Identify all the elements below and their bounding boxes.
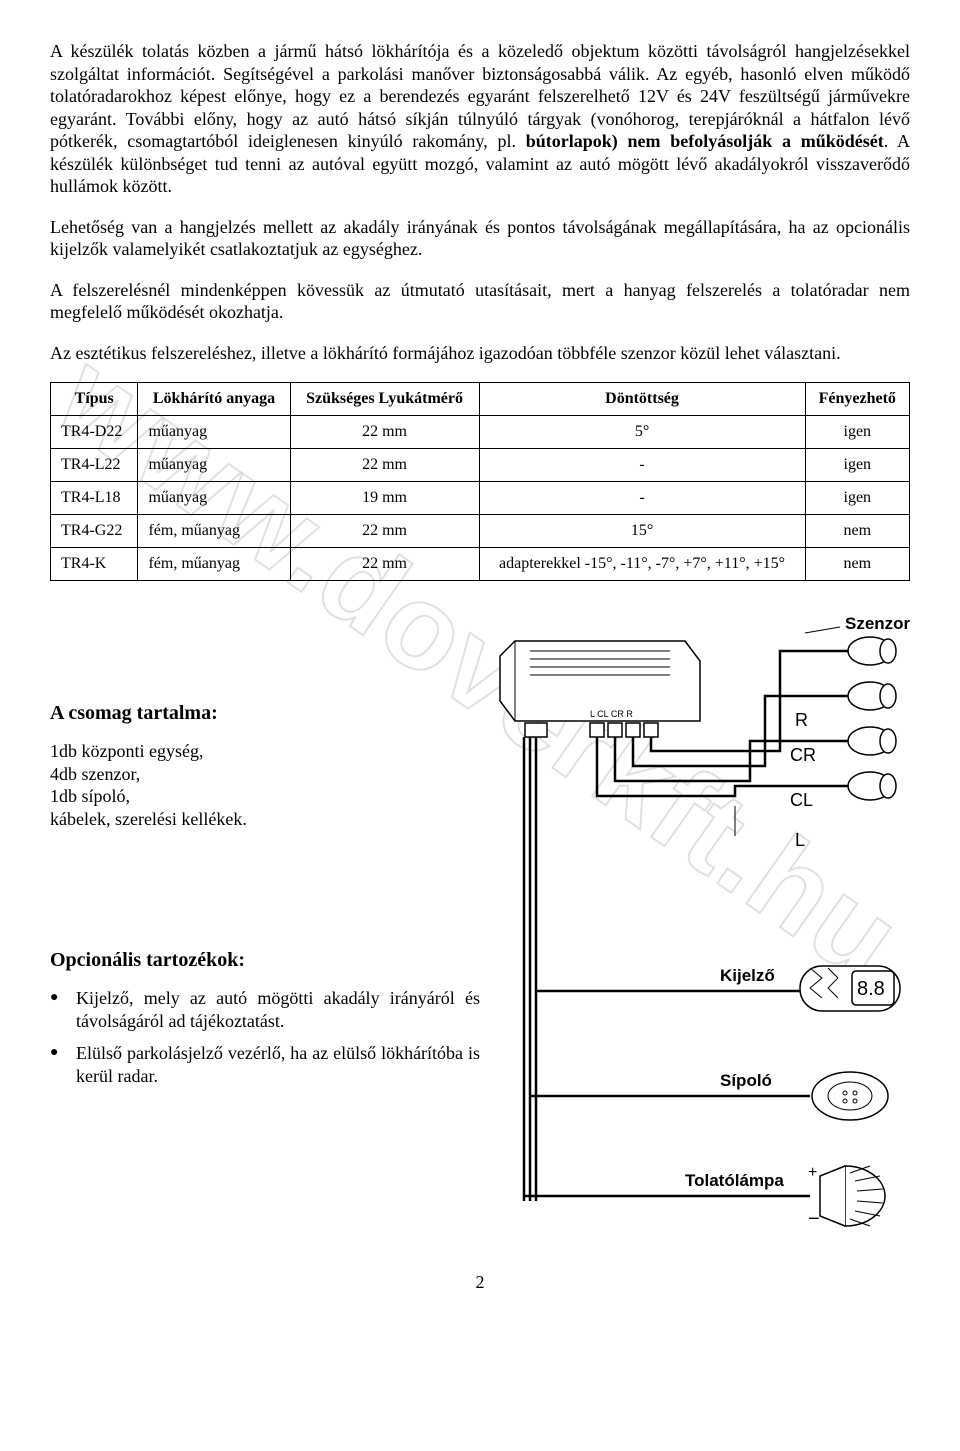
td-paintable: nem	[805, 548, 909, 581]
svg-text:8.8: 8.8	[857, 978, 885, 1000]
td-tilt: 15°	[479, 515, 805, 548]
bullet-icon: ●	[50, 987, 76, 1032]
td-material: műanyag	[138, 482, 290, 515]
package-item: kábelek, szerelési kellékek.	[50, 808, 480, 831]
td-type: TR4-D22	[51, 416, 138, 449]
td-type: TR4-L22	[51, 449, 138, 482]
central-unit-icon: L CL CR R	[500, 641, 700, 737]
diagram-label-buzzer: Sípoló	[720, 1071, 772, 1090]
th-material: Lökhárító anyaga	[138, 383, 290, 416]
td-type: TR4-K	[51, 548, 138, 581]
package-item: 1db sípoló,	[50, 785, 480, 808]
td-paintable: igen	[805, 449, 909, 482]
td-material: műanyag	[138, 416, 290, 449]
sensor-table: Típus Lökhárító anyaga Szükséges Lyukátm…	[50, 382, 910, 581]
optional-text: Elülső parkolásjelző vezérlő, ha az elül…	[76, 1042, 480, 1087]
td-paintable: igen	[805, 416, 909, 449]
table-header-row: Típus Lökhárító anyaga Szükséges Lyukátm…	[51, 383, 910, 416]
diagram-label-sensor: Szenzor	[845, 614, 910, 633]
optional-text: Kijelző, mely az autó mögötti akadály ir…	[76, 987, 480, 1032]
td-material: műanyag	[138, 449, 290, 482]
optional-heading: Opcionális tartozékok:	[50, 948, 480, 973]
diagram-label-lamp: Tolatólámpa	[685, 1171, 784, 1190]
optional-item: ● Elülső parkolásjelző vezérlő, ha az el…	[50, 1042, 480, 1087]
display-icon: 8.8	[800, 966, 900, 1011]
paragraph-3: A felszerelésnél mindenképpen kövessük a…	[50, 279, 910, 324]
td-type: TR4-G22	[51, 515, 138, 548]
th-diameter: Szükséges Lyukátmérő	[290, 383, 479, 416]
td-tilt: adapterekkel -15°, -11°, -7°, +7°, +11°,…	[479, 548, 805, 581]
table-row: TR4-L22 műanyag 22 mm - igen	[51, 449, 910, 482]
package-list: 1db központi egység, 4db szenzor, 1db sí…	[50, 740, 480, 830]
td-material: fém, műanyag	[138, 548, 290, 581]
svg-text:+: +	[808, 1164, 817, 1181]
td-diameter: 22 mm	[290, 548, 479, 581]
diagram-label-display: Kijelző	[720, 966, 775, 985]
optional-list: ● Kijelző, mely az autó mögötti akadály …	[50, 987, 480, 1087]
bullet-icon: ●	[50, 1042, 76, 1087]
svg-text:L: L	[795, 830, 805, 850]
paragraph-2: Lehetőség van a hangjelzés mellett az ak…	[50, 216, 910, 261]
svg-text:−: −	[808, 1208, 820, 1230]
page-number: 2	[50, 1271, 910, 1294]
td-material: fém, műanyag	[138, 515, 290, 548]
td-diameter: 22 mm	[290, 449, 479, 482]
td-paintable: nem	[805, 515, 909, 548]
th-tilt: Döntöttség	[479, 383, 805, 416]
package-item: 1db központi egység,	[50, 740, 480, 763]
wiring-diagram: Szenzor	[450, 611, 910, 1231]
sensor-icon	[848, 637, 896, 800]
paragraph-1: A készülék tolatás közben a jármű hátsó …	[50, 40, 910, 198]
lower-section: A csomag tartalma: 1db központi egység, …	[50, 611, 910, 1231]
th-paintable: Fényezhető	[805, 383, 909, 416]
left-column: A csomag tartalma: 1db központi egység, …	[50, 611, 480, 1087]
svg-text:CL: CL	[790, 790, 813, 810]
paragraph-4: Az esztétikus felszereléshez, illetve a …	[50, 342, 910, 365]
svg-text:R: R	[795, 710, 808, 730]
package-item: 4db szenzor,	[50, 763, 480, 786]
td-tilt: 5°	[479, 416, 805, 449]
td-tilt: -	[479, 482, 805, 515]
td-type: TR4-L18	[51, 482, 138, 515]
p1-bold: bútorlapok) nem befolyásolják a működésé…	[526, 131, 884, 151]
td-diameter: 22 mm	[290, 515, 479, 548]
th-type: Típus	[51, 383, 138, 416]
table-row: TR4-L18 műanyag 19 mm - igen	[51, 482, 910, 515]
table-row: TR4-K fém, műanyag 22 mm adapterekkel -1…	[51, 548, 910, 581]
table-row: TR4-G22 fém, műanyag 22 mm 15° nem	[51, 515, 910, 548]
package-heading: A csomag tartalma:	[50, 701, 480, 726]
table-row: TR4-D22 műanyag 22 mm 5° igen	[51, 416, 910, 449]
svg-text:L CL CR R: L CL CR R	[590, 709, 633, 719]
lamp-icon: + −	[808, 1164, 885, 1230]
td-diameter: 19 mm	[290, 482, 479, 515]
optional-item: ● Kijelző, mely az autó mögötti akadály …	[50, 987, 480, 1032]
td-tilt: -	[479, 449, 805, 482]
svg-text:CR: CR	[790, 745, 816, 765]
buzzer-icon	[812, 1072, 888, 1120]
td-paintable: igen	[805, 482, 909, 515]
td-diameter: 22 mm	[290, 416, 479, 449]
